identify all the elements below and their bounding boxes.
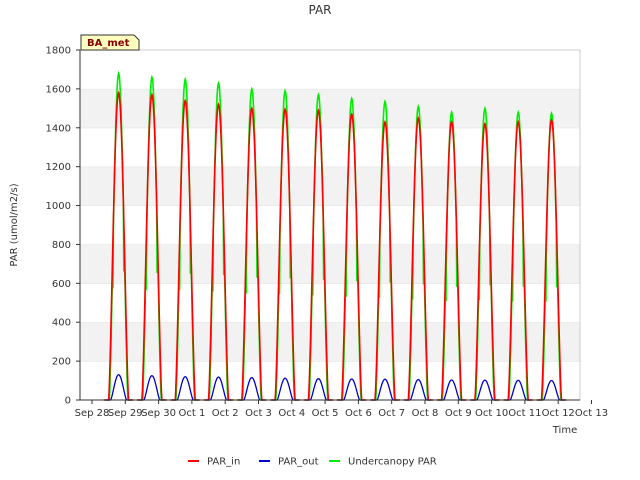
series-undercanopy-par [104,70,566,401]
legend-label: PAR_in [207,457,240,468]
legend-item: Undercanopy PAR [329,457,437,468]
x-tick-label: Oct 5 [312,408,339,419]
x-tick-label: Oct 4 [278,408,305,419]
grid-band [80,50,580,89]
grid-bands [80,49,580,400]
x-tick-label: Oct 9 [445,408,472,419]
x-tick-label: Oct 3 [245,408,272,419]
legend: PAR_in PAR_out Undercanopy PAR [188,457,437,468]
x-tick-label: Oct 12 [542,408,575,419]
x-tick-label: Oct 8 [412,408,439,419]
y-tick-label: 600 [52,279,71,290]
y-tick-label: 800 [52,240,71,251]
y-tick-label: 200 [52,357,71,368]
series-layer [103,70,567,401]
x-tick-label: Oct 11 [508,408,541,419]
y-tick-label: 400 [52,318,71,329]
legend-label: Undercanopy PAR [348,457,437,468]
x-tick-label: Sep 29 [108,408,143,419]
y-tick-label: 1600 [46,84,71,95]
y-tick-label: 1800 [46,46,71,57]
x-tick-label: Oct 2 [212,408,239,419]
legend-label: PAR_out [278,457,319,468]
site-badge: BA_met [80,34,140,51]
grid-band [80,88,580,128]
legend-item: PAR_in [188,457,240,468]
x-axis-title: Time [552,425,577,436]
grid-band [80,361,580,400]
legend-item: PAR_out [259,457,319,468]
series-line [103,90,567,401]
grid-band [80,205,580,245]
y-tick-label: 0 [65,396,71,407]
x-tick-label: Sep 28 [75,408,110,419]
series-line [105,374,565,401]
site-badge-box [80,34,140,51]
grid-band [80,244,580,284]
chart-title: PAR [308,3,331,17]
grid-band [80,127,580,167]
grid-band [80,322,580,362]
grid-band [80,283,580,323]
x-tick-label: Oct 6 [345,408,372,419]
x-tick-label: Oct 13 [575,408,608,419]
site-badge-label: BA_met [87,38,130,49]
y-tick-label: 1000 [46,201,71,212]
series-par-out [105,374,565,401]
series-par-in [103,90,567,401]
x-tick-label: Oct 7 [378,408,405,419]
grid-band [80,166,580,206]
series-line [104,70,566,401]
y-axis-title: PAR (umol/m2/s) [9,183,20,266]
y-tick-label: 1400 [46,123,71,134]
x-tick-label: Oct 10 [475,408,508,419]
x-tick-label: Sep 30 [141,408,176,419]
y-tick-label: 1200 [46,162,71,173]
x-tick-label: Oct 1 [178,408,205,419]
